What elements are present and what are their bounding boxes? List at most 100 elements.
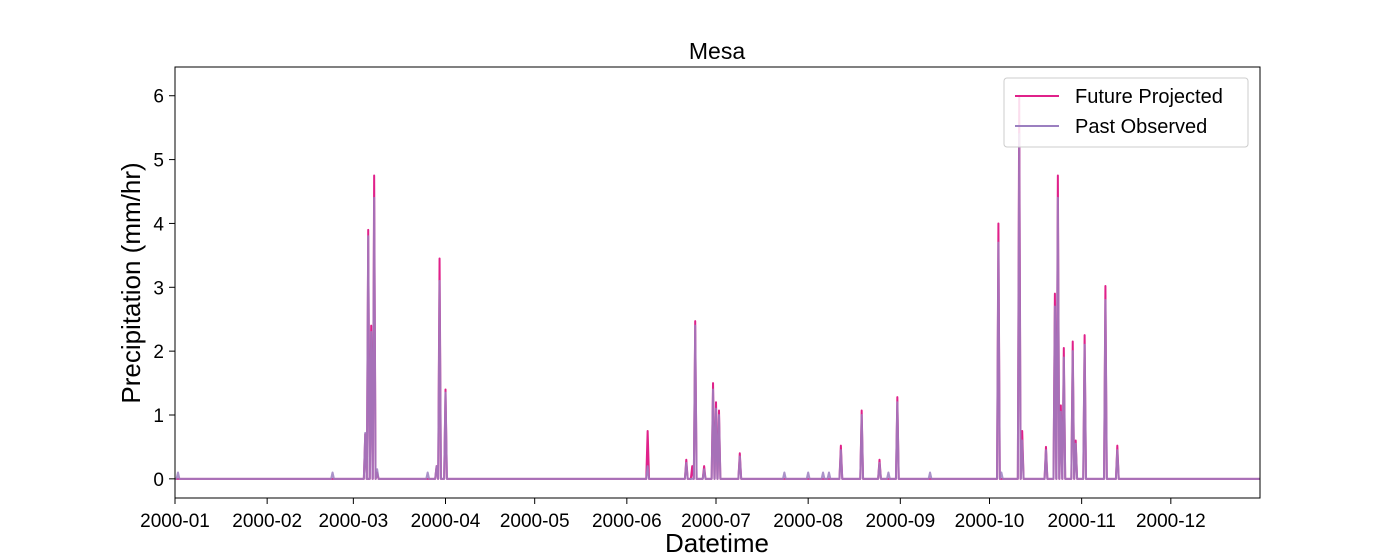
data-point-future-projected: [712, 382, 714, 384]
data-point-future-projected: [718, 410, 720, 412]
data-point-future-projected: [840, 445, 842, 447]
y-tick-label: 0: [153, 470, 164, 491]
data-point-past-observed: [694, 325, 696, 327]
x-tick-label: 2000-08: [773, 511, 843, 532]
plot-frame: [174, 66, 1261, 499]
x-tick-label: 2000-11: [1047, 511, 1115, 532]
data-point-past-observed: [718, 414, 720, 416]
x-tick-label: 2000-12: [1136, 511, 1206, 532]
series-layer: [175, 94, 1260, 480]
data-point-future-projected: [367, 229, 369, 231]
data-point-past-observed: [439, 280, 441, 282]
y-axis-ticks: 0 1 2 3 4 5 6: [153, 87, 175, 491]
y-tick-label: 5: [153, 151, 164, 172]
x-tick-label: 2000-02: [232, 511, 302, 532]
data-point-future-projected: [373, 175, 375, 177]
data-point-past-observed: [1021, 440, 1023, 442]
data-point-past-observed: [840, 449, 842, 451]
x-tick-label: 2000-05: [500, 511, 570, 532]
data-point-past-observed: [897, 401, 899, 403]
data-point-future-projected: [694, 320, 696, 322]
data-point-future-projected: [691, 465, 693, 467]
data-point-future-projected: [1057, 175, 1059, 177]
legend-label-past-observed: Past Observed: [1075, 116, 1207, 138]
data-point-future-projected: [1105, 285, 1107, 287]
x-axis-ticks: 2000-01 2000-02 2000-03 2000-04 2000-05 2000-…: [140, 498, 1206, 532]
data-point-past-observed: [784, 472, 786, 474]
data-point-past-observed: [1063, 357, 1065, 359]
legend-box: [1003, 77, 1249, 148]
data-point-future-projected: [439, 258, 441, 260]
data-point-future-projected: [703, 465, 705, 467]
data-point-future-projected: [685, 459, 687, 461]
data-point-past-observed: [1060, 411, 1062, 413]
x-tick-label: 2000-10: [955, 511, 1025, 532]
data-point-past-observed: [929, 472, 931, 474]
x-tick-label: 2000-01: [140, 511, 210, 532]
data-point-future-projected: [1072, 341, 1074, 343]
data-point-future-projected: [1075, 440, 1077, 442]
data-point-past-observed: [445, 392, 447, 394]
series-line-past-observed: [175, 133, 1260, 480]
x-tick-label: 2000-06: [592, 511, 662, 532]
data-point-past-observed: [822, 472, 824, 474]
data-point-past-observed: [436, 465, 438, 467]
data-point-past-observed: [177, 472, 179, 474]
data-point-past-observed: [332, 472, 334, 474]
data-point-past-observed: [888, 472, 890, 474]
data-point-future-projected: [739, 453, 741, 455]
data-point-future-projected: [998, 223, 1000, 225]
data-point-past-observed: [1072, 350, 1074, 352]
y-tick-label: 6: [153, 87, 164, 108]
data-point-past-observed: [1117, 449, 1119, 451]
data-point-past-observed: [828, 472, 830, 474]
data-point-past-observed: [703, 468, 705, 470]
data-point-past-observed: [715, 408, 717, 410]
data-point-past-observed: [739, 456, 741, 458]
data-point-past-observed: [1001, 472, 1003, 474]
data-point-past-observed: [376, 468, 378, 470]
data-point-past-observed: [367, 251, 369, 253]
data-point-past-observed: [1054, 306, 1056, 308]
legend-label-future-projected: Future Projected: [1075, 86, 1223, 108]
x-tick-label: 2000-03: [318, 511, 388, 532]
data-point-past-observed: [367, 235, 369, 237]
data-point-future-projected: [1060, 405, 1062, 407]
x-tick-label: 2000-04: [411, 511, 481, 532]
data-point-future-projected: [1021, 430, 1023, 432]
data-point-past-observed: [1045, 449, 1047, 451]
x-tick-label: 2000-09: [865, 511, 935, 532]
y-tick-label: 3: [153, 278, 164, 299]
data-point-future-projected: [715, 401, 717, 403]
y-tick-label: 4: [153, 214, 164, 235]
data-point-past-observed: [1057, 197, 1059, 199]
x-tick-label: 2000-07: [681, 511, 751, 532]
data-point-past-observed: [647, 465, 649, 467]
data-point-past-observed: [998, 242, 1000, 244]
data-point-past-observed: [370, 331, 372, 333]
data-point-past-observed: [712, 389, 714, 391]
y-tick-label: 2: [153, 342, 164, 363]
data-point-future-projected: [445, 389, 447, 391]
data-point-past-observed: [427, 472, 429, 474]
data-point-past-observed: [1075, 443, 1077, 445]
y-axis-label: Precipitation (mm/hr): [116, 162, 146, 403]
data-point-future-projected: [1063, 347, 1065, 349]
data-point-past-observed: [373, 197, 375, 199]
data-point-future-projected: [1084, 334, 1086, 336]
data-point-future-projected: [1045, 446, 1047, 448]
data-point-future-projected: [370, 325, 372, 327]
data-point-future-projected: [1054, 293, 1056, 295]
data-point-past-observed: [1084, 344, 1086, 346]
legend: Future Projected Past Observed: [1003, 77, 1249, 148]
data-point-past-observed: [807, 472, 809, 474]
data-point-past-observed: [364, 432, 366, 434]
data-point-future-projected: [897, 396, 899, 398]
data-point-future-projected: [1117, 445, 1119, 447]
data-point-future-projected: [647, 430, 649, 432]
data-point-future-projected: [879, 459, 881, 461]
x-axis-label: Datetime: [665, 528, 769, 558]
data-point-past-observed: [1105, 299, 1107, 301]
data-point-past-observed: [879, 462, 881, 464]
